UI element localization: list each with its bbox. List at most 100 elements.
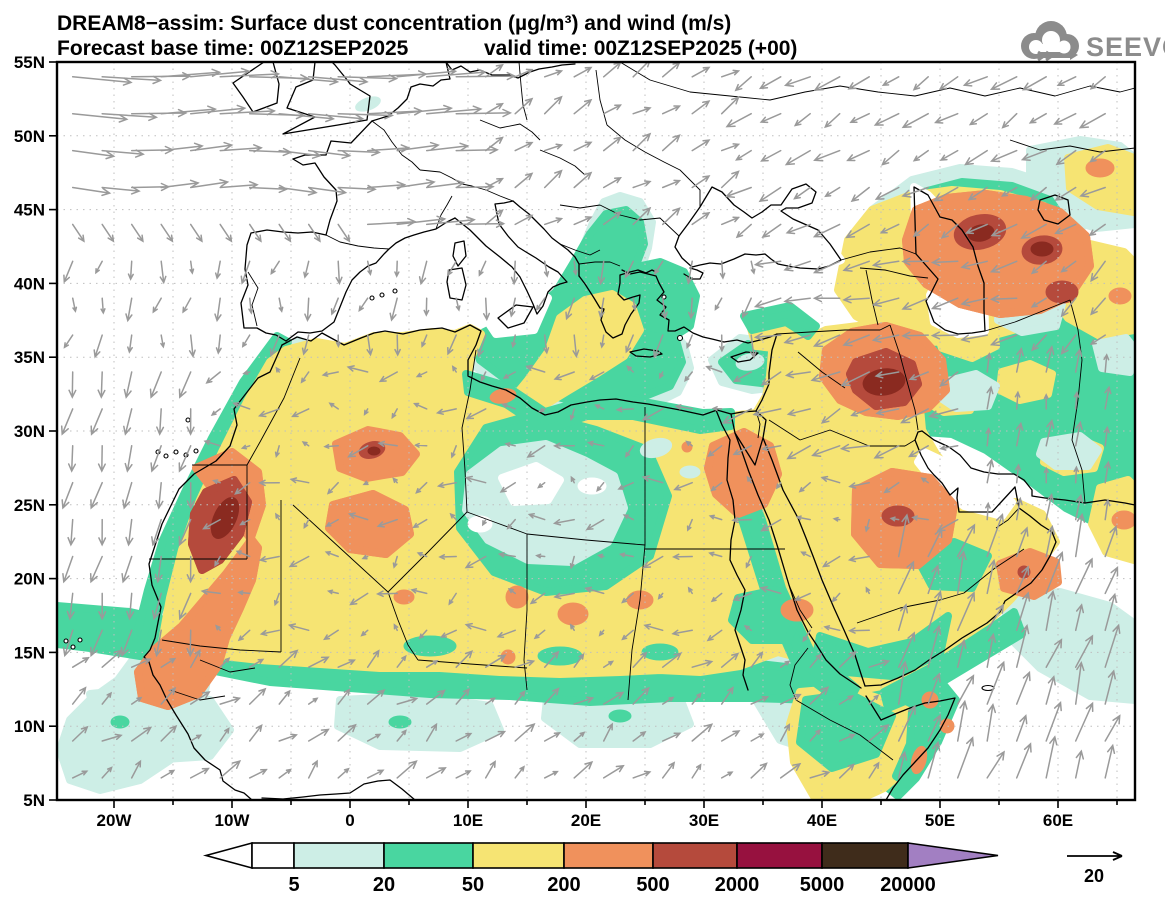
wind-arrow	[214, 260, 221, 280]
wind-arrow	[1015, 624, 1030, 668]
wind-arrow	[602, 660, 615, 668]
lon-axis-label: 10E	[453, 811, 483, 830]
wind-arrow	[871, 260, 900, 269]
wind-arrow	[235, 550, 251, 558]
wind-arrow	[189, 141, 234, 152]
wind-arrow	[573, 760, 594, 779]
wind-arrow	[573, 216, 593, 226]
wind-arrow	[241, 334, 251, 348]
wind-arrow	[455, 688, 471, 705]
wind-arrow	[691, 100, 711, 115]
wind-arrow	[278, 689, 291, 705]
wind-arrow	[200, 588, 221, 595]
wind-arrow	[514, 659, 536, 668]
wind-arrow	[939, 444, 959, 451]
wind-arrow	[602, 211, 622, 226]
lat-axis-label: 30N	[14, 422, 45, 441]
wind-arrow	[202, 518, 221, 530]
wind-arrow	[813, 76, 841, 91]
wind-arrow	[783, 76, 811, 87]
wind-arrow	[278, 223, 292, 243]
wind-arrow	[602, 136, 622, 152]
wind-arrow	[60, 408, 74, 436]
wind-arrow	[569, 623, 575, 632]
title-line1: DREAM8−assim: Surface dust concentration…	[57, 12, 731, 35]
wind-arrow	[1001, 112, 1018, 129]
wind-arrow	[214, 297, 222, 323]
wind-arrow	[63, 334, 74, 349]
wind-arrow	[750, 733, 765, 742]
wind-arrow	[203, 439, 221, 447]
wind-arrow	[153, 629, 162, 658]
wind-arrow	[795, 515, 811, 521]
wind-arrow	[258, 479, 280, 487]
wind-arrow	[95, 260, 103, 275]
wind-arrow	[1031, 334, 1047, 352]
wind-arrow	[1074, 557, 1093, 595]
wind-arrow	[1078, 112, 1106, 129]
wind-arrow	[439, 629, 457, 638]
wind-arrow	[1045, 638, 1063, 668]
wind-arrow	[349, 592, 369, 606]
islands-layer-shape	[676, 334, 684, 342]
wind-arrow	[1045, 345, 1055, 373]
wind-arrow	[720, 170, 740, 189]
coastlines-layer-shape	[143, 344, 283, 800]
coastlines-layer-shape	[445, 62, 576, 79]
wind-arrow	[741, 297, 752, 319]
colorbar-shape	[652, 842, 738, 869]
wind-arrow	[71, 770, 89, 779]
wind-arrow	[101, 733, 123, 742]
wind-arrow	[661, 62, 681, 78]
wind-arrow	[484, 760, 496, 779]
cloud-arrow-icon-shape	[1034, 44, 1068, 52]
wind-arrow	[482, 297, 491, 322]
wind-arrow	[775, 481, 782, 490]
wind-arrow	[956, 638, 967, 668]
borders-layer-shape	[523, 534, 646, 701]
wind-arrow	[720, 95, 740, 115]
wind-arrow	[800, 551, 811, 558]
wind-arrow	[278, 149, 322, 159]
lat-axis-label: 40N	[14, 274, 45, 293]
wind-arrow	[62, 555, 74, 584]
colorbar-shape	[821, 842, 909, 869]
wind-arrow	[813, 149, 841, 162]
wind-arrow	[425, 659, 439, 668]
wind-arrow	[186, 555, 195, 584]
lon-axis-label: 20W	[97, 811, 133, 830]
wind-arrow	[565, 297, 575, 321]
wind-arrow	[989, 76, 1018, 90]
wind-arrow	[1103, 425, 1110, 447]
wind-arrow	[484, 654, 507, 668]
wind-arrow	[632, 180, 652, 189]
wind-arrow	[152, 297, 162, 314]
wind-arrow	[927, 740, 941, 779]
wind-arrow	[809, 770, 831, 779]
wind-arrow	[881, 76, 900, 87]
wind-arrow	[307, 76, 369, 86]
wind-arrow	[710, 481, 723, 492]
wind-arrow	[588, 371, 605, 381]
wind-arrow	[624, 445, 634, 458]
wind-arrow	[303, 260, 310, 279]
dust-field-layer-shape	[639, 437, 673, 459]
wind-arrow	[930, 258, 959, 267]
wind-arrow	[573, 696, 595, 705]
wind-arrow	[465, 408, 487, 420]
colorbar-tick-label: 200	[547, 874, 580, 896]
dust-dark-cores-shape	[367, 446, 381, 456]
wind-arrow	[122, 481, 133, 510]
wind-arrow	[964, 149, 988, 166]
graticule-layer	[57, 62, 1135, 800]
wind-arrow	[864, 518, 870, 533]
wind-arrow	[125, 297, 133, 323]
wind-arrow	[820, 408, 841, 424]
wind-arrow	[838, 650, 857, 668]
borders-layer-shape	[840, 247, 929, 326]
wind-arrow	[425, 142, 470, 152]
wind-arrow	[1074, 634, 1094, 668]
wind-arrow	[760, 371, 782, 386]
wind-arrow	[708, 514, 723, 521]
wind-arrow	[911, 515, 929, 521]
